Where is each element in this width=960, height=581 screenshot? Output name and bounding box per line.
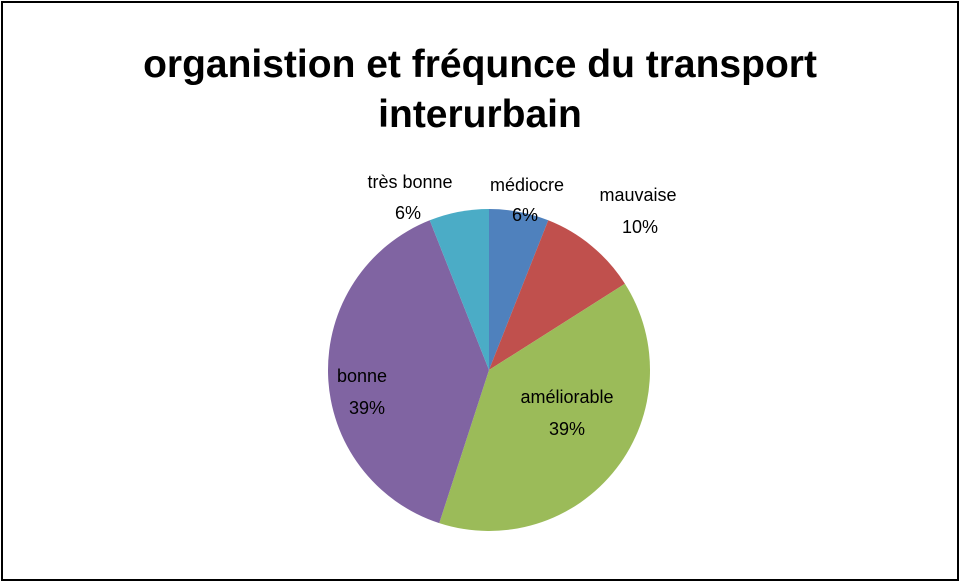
slice-label: mauvaise <box>599 185 676 205</box>
slice-value-label: 39% <box>349 398 385 418</box>
slice-value-label: 6% <box>512 205 538 225</box>
pie-slice <box>439 283 650 532</box>
slice-value-label: 10% <box>622 217 658 237</box>
pie-slice <box>327 220 489 524</box>
slice-value-label: 6% <box>395 203 421 223</box>
pie-slice <box>489 209 549 370</box>
pie-slice <box>489 220 625 370</box>
slice-label: bonne <box>337 366 387 386</box>
slice-label: améliorable <box>520 387 613 407</box>
slice-value-label: 39% <box>549 419 585 439</box>
slice-label: très bonne <box>367 172 452 192</box>
chart-title: organistion et fréqunce du transport int… <box>143 43 817 136</box>
slice-label: médiocre <box>490 175 564 195</box>
pie-slice <box>429 209 489 370</box>
